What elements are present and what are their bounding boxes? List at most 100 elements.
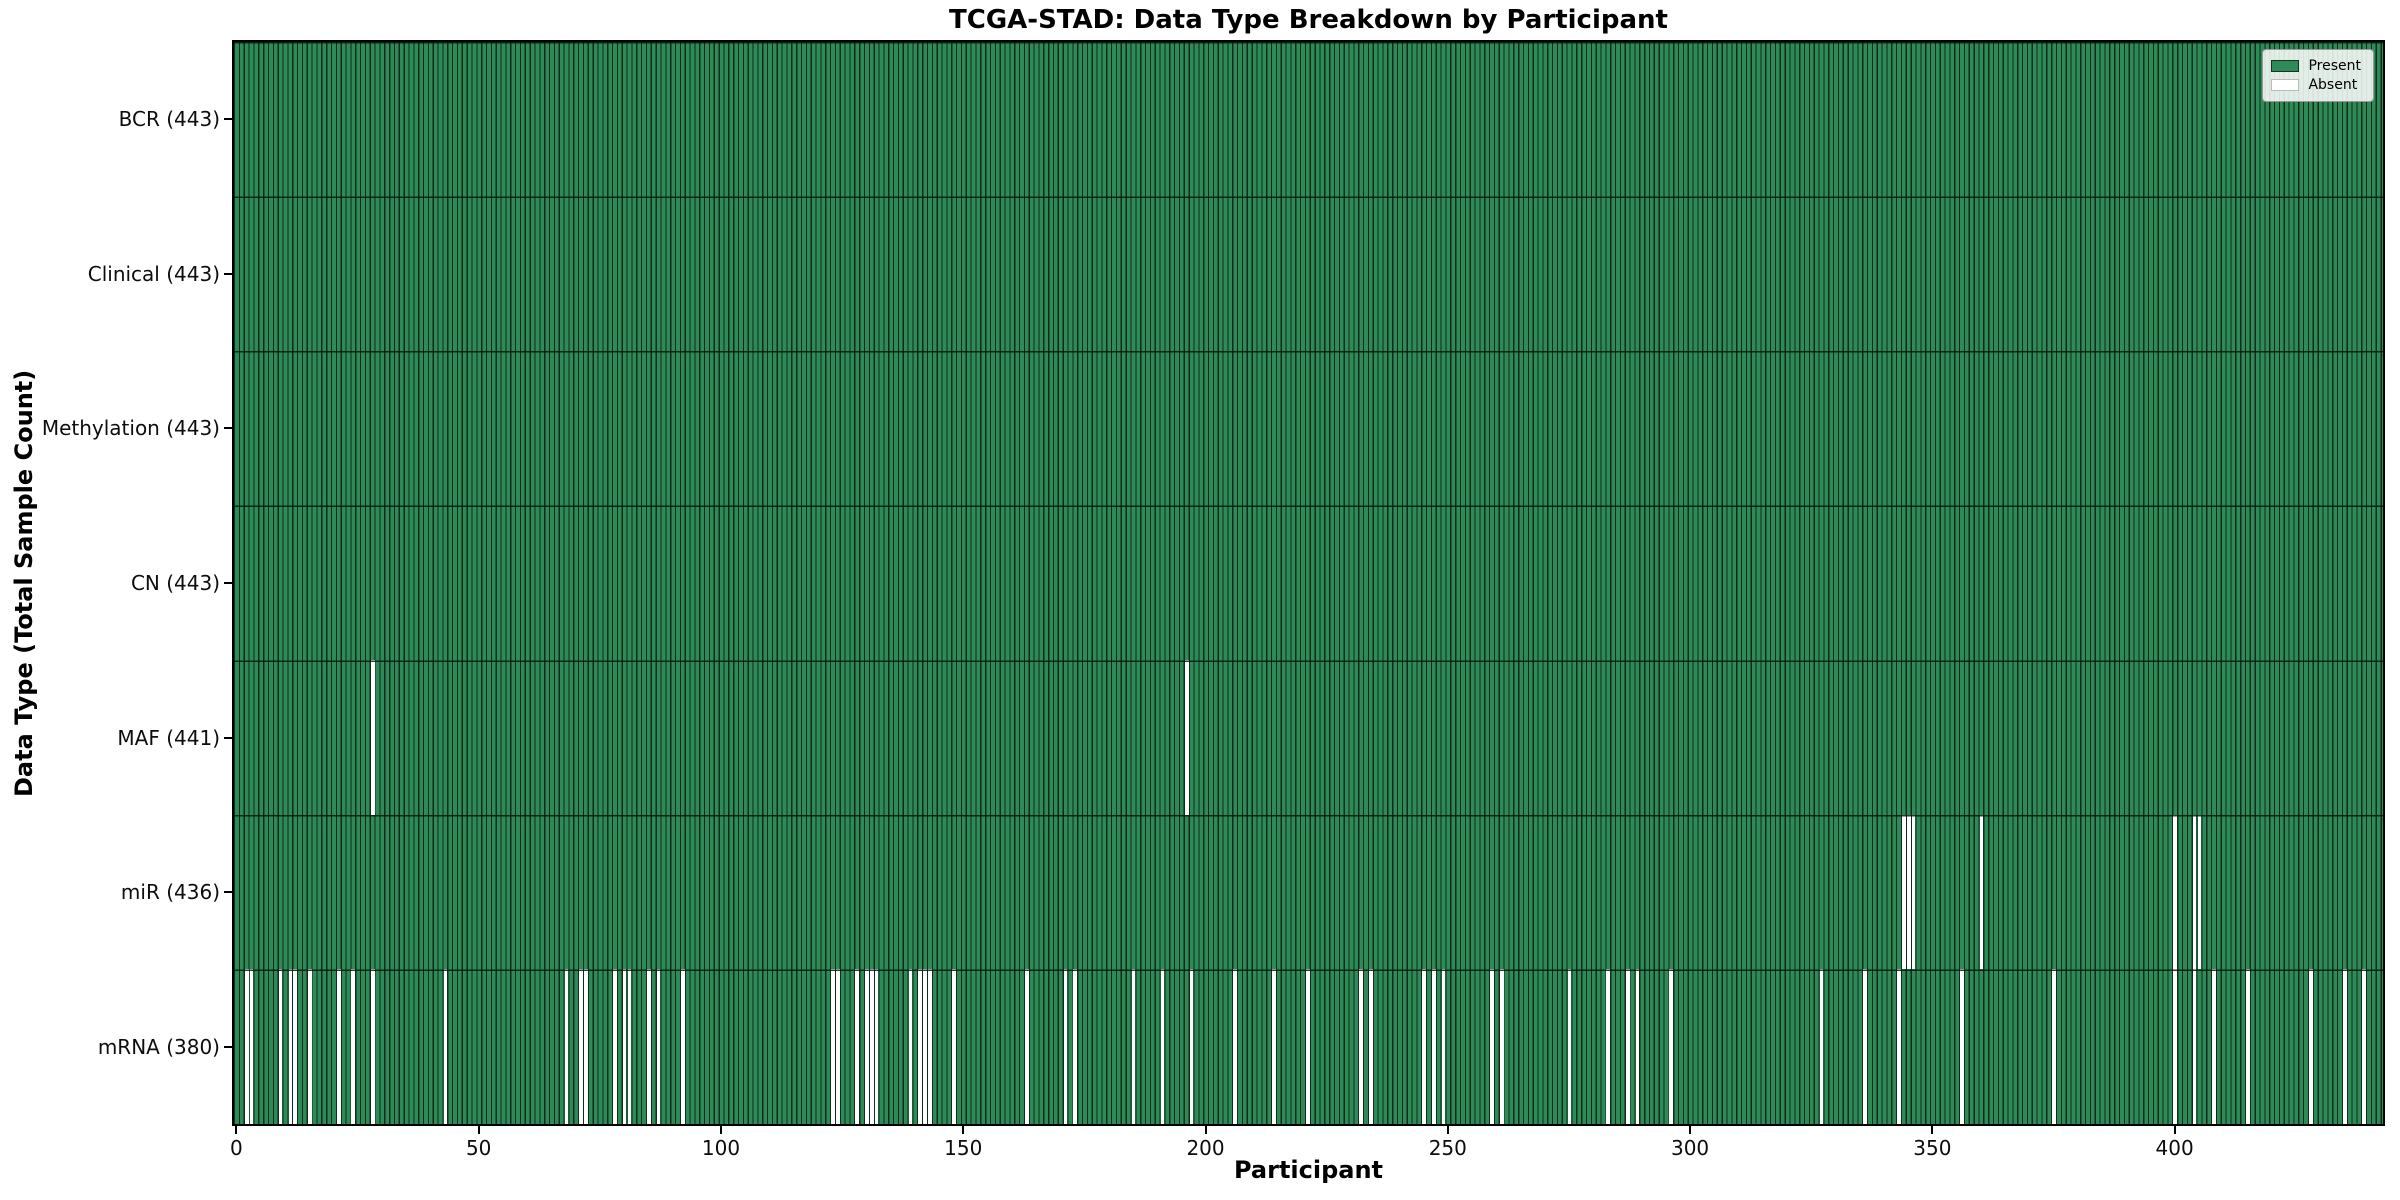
absent-stripe-mRNA-435 xyxy=(2343,969,2347,1124)
absent-stripe-mRNA-80 xyxy=(622,969,627,1124)
absent-stripe-mRNA-87 xyxy=(656,969,661,1124)
absent-stripe-mRNA-232 xyxy=(1359,969,1363,1124)
absent-stripe-mRNA-9 xyxy=(278,969,283,1124)
absent-stripe-mRNA-141 xyxy=(918,969,923,1124)
absent-stripe-mRNA-259 xyxy=(1490,969,1494,1124)
xtick-mark-100 xyxy=(719,1126,722,1134)
xtick-label-250: 250 xyxy=(1428,1136,1467,1160)
absent-stripe-mRNA-128 xyxy=(855,969,860,1124)
absent-stripe-mRNA-85 xyxy=(647,969,651,1124)
absent-stripe-mRNA-289 xyxy=(1635,969,1640,1124)
absent-stripe-miR-344 xyxy=(1902,814,1906,970)
absent-stripe-mRNA-124 xyxy=(836,969,840,1124)
xtick-mark-50 xyxy=(477,1126,480,1134)
present-swatch-icon xyxy=(2271,60,2300,72)
xtick-label-200: 200 xyxy=(1186,1136,1225,1160)
absent-stripe-mRNA-130 xyxy=(865,969,869,1124)
absent-stripe-mRNA-404 xyxy=(2192,969,2197,1124)
ytick-mark-mRNA xyxy=(224,1045,232,1048)
absent-stripe-mRNA-356 xyxy=(1960,969,1964,1124)
xtick-mark-400 xyxy=(2173,1126,2176,1134)
absent-stripe-mRNA-71 xyxy=(579,969,583,1124)
ytick-label-Methylation: Methylation (443) xyxy=(41,416,220,441)
ytick-mark-Clinical xyxy=(224,272,232,275)
ytick-mark-BCR xyxy=(224,118,232,121)
absent-stripe-mRNA-72 xyxy=(584,969,588,1124)
absent-stripe-mRNA-234 xyxy=(1369,969,1373,1124)
absent-stripe-mRNA-148 xyxy=(952,969,956,1124)
absent-stripe-mRNA-336 xyxy=(1863,969,1867,1124)
chart-title: TCGA-STAD: Data Type Breakdown by Partic… xyxy=(949,5,1668,35)
absent-stripe-MAF-28 xyxy=(370,660,375,815)
absent-stripe-mRNA-123 xyxy=(831,969,835,1124)
absent-stripe-mRNA-247 xyxy=(1432,969,1436,1124)
absent-stripe-mRNA-221 xyxy=(1306,969,1310,1124)
ytick-label-Clinical: Clinical (443) xyxy=(87,261,220,286)
absent-stripe-mRNA-296 xyxy=(1669,969,1674,1124)
xtick-mark-0 xyxy=(235,1126,238,1134)
legend-item-present: Present xyxy=(2271,58,2361,74)
absent-stripe-mRNA-21 xyxy=(336,969,341,1124)
xtick-label-100: 100 xyxy=(701,1136,741,1160)
legend-label-absent: Absent xyxy=(2308,77,2358,93)
absent-stripe-mRNA-43 xyxy=(443,969,448,1124)
absent-stripe-mRNA-400 xyxy=(2173,969,2178,1124)
xtick-label-300: 300 xyxy=(1670,1136,1710,1160)
absent-stripe-mRNA-191 xyxy=(1160,969,1165,1124)
xtick-label-400: 400 xyxy=(2155,1136,2194,1160)
absent-stripe-mRNA-132 xyxy=(874,969,879,1124)
xtick-label-0: 0 xyxy=(230,1136,243,1160)
absent-stripe-mRNA-327 xyxy=(1819,969,1824,1124)
ytick-label-miR: miR (436) xyxy=(120,880,220,905)
absent-stripe-mRNA-68 xyxy=(564,969,569,1124)
absent-stripe-mRNA-439 xyxy=(2362,969,2367,1124)
ytick-label-mRNA: mRNA (380) xyxy=(97,1034,220,1059)
absent-stripe-mRNA-11 xyxy=(288,969,293,1124)
absent-stripe-mRNA-81 xyxy=(627,969,632,1124)
absent-stripe-mRNA-206 xyxy=(1233,969,1238,1124)
absent-stripe-mRNA-249 xyxy=(1441,969,1446,1124)
absent-stripe-MAF-196 xyxy=(1184,660,1189,815)
ytick-label-CN: CN (443) xyxy=(130,571,220,595)
absent-stripe-mRNA-343 xyxy=(1897,969,1901,1124)
absent-stripe-mRNA-173 xyxy=(1073,969,1078,1124)
xtick-mark-350 xyxy=(1931,1126,1934,1134)
legend: Present Absent xyxy=(2262,49,2374,102)
absent-stripes-layer xyxy=(234,42,2383,1124)
xtick-mark-250 xyxy=(1446,1126,1449,1134)
xtick-label-50: 50 xyxy=(465,1136,492,1160)
absent-stripe-miR-400 xyxy=(2173,814,2178,970)
absent-stripe-mRNA-428 xyxy=(2309,969,2313,1124)
xtick-label-350: 350 xyxy=(1913,1136,1952,1160)
absent-stripe-mRNA-24 xyxy=(351,969,356,1124)
ytick-label-MAF: MAF (441) xyxy=(117,725,220,750)
absent-stripe-miR-405 xyxy=(2197,814,2202,970)
absent-stripe-mRNA-139 xyxy=(908,969,913,1124)
absent-stripe-mRNA-214 xyxy=(1272,969,1276,1124)
ytick-mark-MAF xyxy=(224,736,232,739)
legend-label-present: Present xyxy=(2308,58,2361,74)
absent-stripe-mRNA-142 xyxy=(923,969,927,1124)
absent-stripe-mRNA-28 xyxy=(370,969,375,1124)
absent-stripe-mRNA-12 xyxy=(293,969,297,1124)
absent-stripe-mRNA-245 xyxy=(1422,969,1426,1124)
absent-stripe-mRNA-283 xyxy=(1606,969,1611,1124)
absent-stripe-mRNA-15 xyxy=(307,969,312,1124)
ytick-mark-Methylation xyxy=(224,427,232,430)
legend-item-absent: Absent xyxy=(2271,77,2361,93)
absent-stripe-mRNA-92 xyxy=(680,969,685,1124)
absent-stripe-mRNA-287 xyxy=(1625,969,1630,1124)
absent-swatch-icon xyxy=(2271,79,2300,91)
absent-stripe-mRNA-197 xyxy=(1189,969,1194,1124)
absent-stripe-miR-404 xyxy=(2192,814,2197,970)
xtick-mark-150 xyxy=(962,1126,965,1134)
ytick-mark-miR xyxy=(224,891,232,894)
absent-stripe-mRNA-375 xyxy=(2052,969,2056,1124)
xtick-mark-300 xyxy=(1689,1126,1692,1134)
absent-stripe-mRNA-2 xyxy=(244,969,249,1124)
absent-stripe-mRNA-261 xyxy=(1499,969,1504,1124)
absent-stripe-mRNA-171 xyxy=(1063,969,1068,1124)
absent-stripe-mRNA-3 xyxy=(249,969,254,1124)
absent-stripe-miR-360 xyxy=(1979,814,1984,970)
